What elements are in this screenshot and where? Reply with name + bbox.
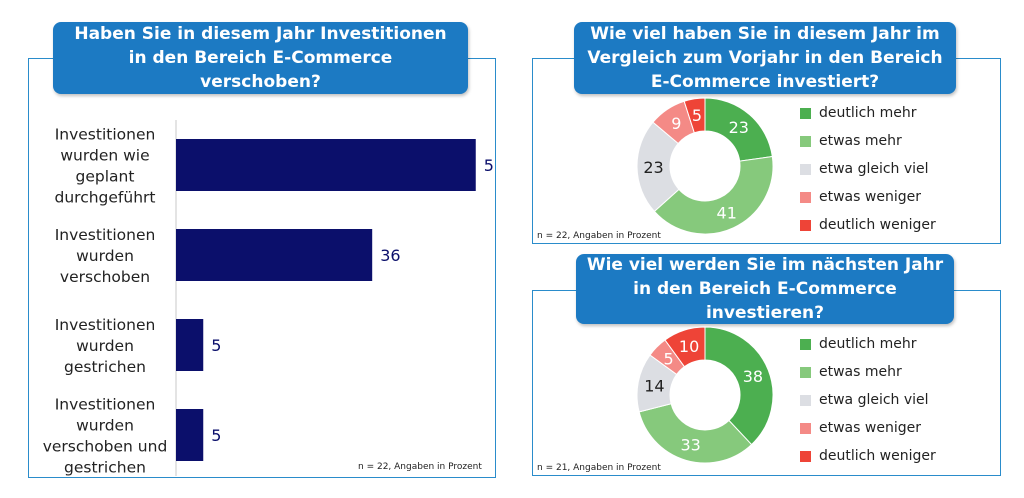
legend-swatch — [800, 135, 811, 147]
legend-current: deutlich mehr etwas mehr etwa gleich viel e… — [800, 99, 936, 239]
bar-category-label: verschoben und — [43, 438, 168, 456]
bar-value-label: 36 — [380, 246, 400, 265]
donut-value-label: 10 — [679, 337, 699, 356]
legend-swatch — [800, 394, 811, 406]
bar-category-label: gestrichen — [64, 358, 146, 376]
donut-title-current: Wie viel haben Sie in diesem Jahr im Ver… — [574, 22, 956, 94]
legend-item: deutlich mehr — [800, 99, 936, 127]
legend-label: etwas weniger — [819, 189, 921, 205]
donut-value-label: 23 — [643, 158, 663, 177]
bar-category-label: geplant — [76, 168, 135, 186]
donut-slice — [704, 326, 774, 446]
legend-label: etwas mehr — [819, 133, 902, 149]
bar-chart-title: Haben Sie in diesem Jahr Investitionen i… — [53, 22, 468, 94]
bar-category-label: wurden — [76, 247, 134, 265]
legend-item: etwas weniger — [800, 414, 936, 442]
legend-label: deutlich mehr — [819, 336, 917, 352]
legend-swatch — [800, 422, 811, 434]
bar — [176, 409, 204, 461]
bar-category-label: verschoben — [60, 268, 150, 286]
legend-item: deutlich weniger — [800, 211, 936, 239]
donut-slice — [664, 326, 706, 368]
bar — [176, 139, 476, 191]
legend-swatch — [800, 366, 811, 378]
legend-next: deutlich mehr etwas mehr etwa gleich viel e… — [800, 330, 936, 470]
donut-slice — [683, 97, 706, 134]
legend-label: etwas weniger — [819, 420, 921, 436]
donut-slice — [638, 403, 753, 464]
bar-value-label: 5 — [211, 336, 221, 355]
bar-category-label: wurden — [76, 417, 134, 435]
donut-value-label: 5 — [692, 106, 702, 125]
donut-value-label: 33 — [680, 435, 700, 454]
bar — [176, 229, 373, 281]
legend-swatch — [800, 219, 811, 231]
legend-label: etwa gleich viel — [819, 392, 929, 408]
bar-category-label: Investitionen — [55, 226, 156, 244]
legend-label: deutlich weniger — [819, 448, 936, 464]
bar-category-label: Investitionen — [55, 396, 156, 414]
legend-label: deutlich mehr — [819, 105, 917, 121]
legend-item: etwas mehr — [800, 358, 936, 386]
bar-chart: 55Investitionenwurden wiegeplantdurchgef… — [43, 120, 494, 477]
legend-swatch — [800, 450, 811, 462]
legend-item: deutlich mehr — [800, 330, 936, 358]
donut-chart-current: 23 41 23 9 5 — [636, 97, 774, 235]
bar-category-label: wurden — [76, 337, 134, 355]
donut-value-label: 41 — [717, 204, 737, 223]
donut-value-label: 9 — [671, 114, 681, 133]
donut-note-next: n = 21, Angaben in Prozent — [537, 463, 661, 473]
bar — [176, 319, 204, 371]
legend-label: etwas mehr — [819, 364, 902, 380]
legend-label: deutlich weniger — [819, 217, 936, 233]
donut-value-label: 38 — [743, 367, 763, 386]
donut-value-label: 5 — [663, 350, 673, 369]
bar-chart-note: n = 22, Angaben in Prozent — [358, 462, 482, 472]
donut-slice — [653, 155, 774, 235]
legend-item: etwa gleich viel — [800, 155, 936, 183]
donut-chart-next: 38 33 14 5 10 — [636, 326, 774, 464]
donut-title-next: Wie viel werden Sie im nächsten Jahr in … — [576, 254, 954, 324]
bar-category-label: gestrichen — [64, 459, 146, 477]
bar-category-label: Investitionen — [55, 316, 156, 334]
legend-label: etwa gleich viel — [819, 161, 929, 177]
legend-swatch — [800, 191, 811, 203]
legend-item: etwas weniger — [800, 183, 936, 211]
legend-item: deutlich weniger — [800, 442, 936, 470]
legend-swatch — [800, 163, 811, 175]
bar-category-label: wurden wie — [60, 147, 149, 165]
bar-category-label: Investitionen — [55, 126, 156, 144]
donut-note-current: n = 22, Angaben in Prozent — [537, 231, 661, 241]
bar-category-label: durchgeführt — [55, 189, 156, 207]
legend-item: etwas mehr — [800, 127, 936, 155]
legend-item: etwa gleich viel — [800, 386, 936, 414]
legend-swatch — [800, 338, 811, 350]
donut-value-label: 23 — [729, 118, 749, 137]
donut-value-label: 14 — [644, 376, 664, 395]
bar-value-label: 55 — [484, 156, 494, 175]
legend-swatch — [800, 107, 811, 119]
bar-value-label: 5 — [211, 426, 221, 445]
